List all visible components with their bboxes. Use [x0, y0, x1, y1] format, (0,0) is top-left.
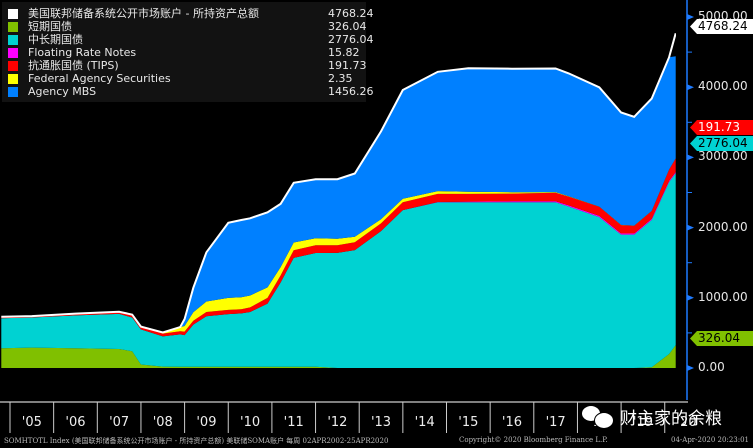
- y-tick-label: 3000.00: [698, 149, 748, 164]
- legend-item: 中长期国债 2776.04: [8, 33, 374, 46]
- x-tick-label: '20: [676, 415, 697, 430]
- watermark: 财主家的余粮: [582, 404, 722, 429]
- y-tick-label: 0.00: [698, 360, 725, 374]
- last-value-tag: 191.73: [690, 120, 753, 135]
- legend-label: Floating Rate Notes: [28, 46, 137, 59]
- y-tick-label: 2000.00: [698, 219, 748, 234]
- x-tick-label: '11: [283, 415, 304, 430]
- legend-label: 美国联邦储备系统公开市场账户 - 所持资产总额: [28, 7, 259, 20]
- footer-source: SOMHTOTL Index (美国联邦储备系统公开市场账户 - 所持资产总额)…: [4, 437, 389, 445]
- legend-value: 2776.04: [328, 33, 374, 46]
- legend-swatch: [8, 34, 18, 45]
- x-tick-label: '19: [632, 415, 653, 430]
- area-series: [1, 173, 676, 368]
- last-value-tag: 4768.24: [690, 19, 753, 34]
- legend-value: 4768.24: [328, 7, 374, 20]
- legend-item: Federal Agency Securities 2.35: [8, 72, 364, 85]
- watermark-text: 财主家的余粮: [620, 409, 722, 429]
- area-series: [1, 345, 676, 368]
- x-tick-label: '13: [370, 415, 392, 430]
- legend-label: Federal Agency Securities: [28, 72, 171, 85]
- legend-swatch: [8, 60, 18, 71]
- x-tick-label: '17: [545, 415, 566, 430]
- x-tick-label: '14: [414, 415, 435, 430]
- area-series: [1, 56, 676, 333]
- legend: 美国联邦储备系统公开市场账户 - 所持资产总额 4768.24 短期国债 326.04…: [2, 2, 374, 102]
- x-tick-label: '16: [501, 415, 523, 430]
- area-series: [1, 158, 676, 337]
- last-value-tag: 2776.04: [690, 136, 753, 151]
- legend-swatch: [8, 86, 18, 97]
- x-tick-label: '12: [327, 415, 348, 430]
- legend-item: Agency MBS 1456.26: [8, 85, 374, 98]
- footer-copyright: Copyright© 2020 Bloomberg Finance L.P.: [459, 436, 608, 444]
- y-tick-label: 4000.00: [698, 79, 748, 94]
- total-line: [1, 33, 677, 334]
- legend-swatch: [8, 47, 18, 58]
- x-tick-label: '06: [65, 415, 86, 430]
- legend-swatch: [8, 21, 18, 32]
- legend-swatch: [8, 8, 18, 19]
- x-tick-label: '07: [109, 415, 130, 430]
- legend-item: 美国联邦储备系统公开市场账户 - 所持资产总额 4768.24: [8, 7, 374, 20]
- x-tick-label: '09: [196, 415, 217, 430]
- legend-item: 短期国债 326.04: [8, 20, 367, 33]
- y-tick-label: 1000.00: [698, 289, 748, 304]
- legend-value: 1456.26: [328, 85, 374, 98]
- legend-label: 中长期国债: [28, 33, 83, 46]
- x-tick-label: '10: [240, 415, 261, 430]
- x-tick-label: '05: [21, 415, 42, 430]
- legend-item: Floating Rate Notes 15.82: [8, 46, 364, 59]
- last-value-tag: 326.04: [690, 331, 753, 346]
- legend-value: 326.04: [328, 20, 367, 33]
- x-tick-label: '15: [458, 415, 479, 430]
- legend-value: 2.35: [328, 72, 353, 85]
- x-tick-label: '08: [152, 415, 173, 430]
- legend-label: 抗通胀国债 (TIPS): [28, 59, 119, 72]
- legend-label: Agency MBS: [28, 85, 97, 98]
- wechat-icon: [582, 405, 614, 429]
- legend-item: 抗通胀国债 (TIPS) 191.73: [8, 59, 367, 72]
- legend-value: 15.82: [328, 46, 360, 59]
- footer-timestamp: 04-Apr-2020 20:23:01: [671, 436, 749, 444]
- legend-label: 短期国债: [28, 20, 72, 33]
- legend-value: 191.73: [328, 59, 367, 72]
- legend-swatch: [8, 73, 18, 84]
